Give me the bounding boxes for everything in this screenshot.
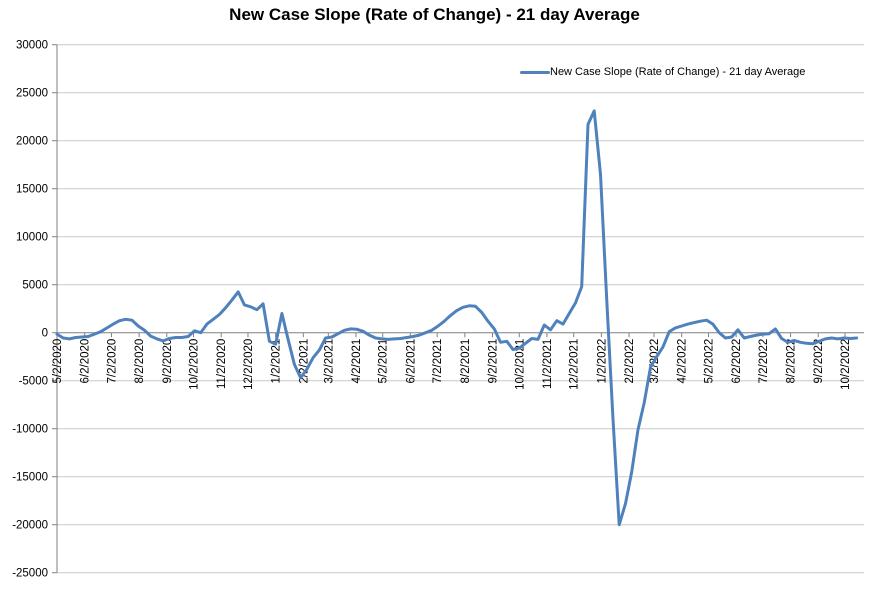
x-axis-label: 6/2/2021 [405, 339, 417, 384]
x-axis-label: 10/2/2022 [840, 339, 852, 390]
x-axis-label: 9/2/2020 [162, 339, 174, 384]
x-axis-label: 2/2/2021 [298, 339, 310, 384]
y-axis-label: 25000 [16, 88, 48, 100]
y-axis-label: 0 [42, 328, 48, 340]
series-line[interactable] [55, 109, 859, 527]
x-axis-label: 7/2/2020 [106, 339, 118, 384]
x-axis-label: 9/2/2021 [487, 339, 499, 384]
x-axis-label: 12/2/2020 [243, 339, 255, 390]
chart-legend[interactable]: New Case Slope (Rate of Change) - 21 day… [520, 64, 805, 80]
x-axis-label: 5/2/2021 [378, 339, 390, 384]
y-axis-label: 5000 [22, 280, 48, 292]
y-axis-label: -5000 [19, 376, 48, 388]
x-axis-label: 11/2/2020 [216, 339, 228, 389]
y-axis-label: 30000 [16, 40, 48, 52]
x-axis-label: 5/2/2020 [52, 339, 64, 384]
y-axis-label: -25000 [12, 568, 48, 580]
y-axis-label: -20000 [12, 520, 48, 532]
legend-line-icon [520, 70, 550, 74]
x-axis-label: 10/2/2021 [514, 339, 526, 390]
x-axis-label: 2/2/2022 [624, 339, 636, 384]
x-axis-label: 6/2/2022 [731, 339, 743, 384]
x-axis-label: 1/2/2022 [596, 339, 608, 384]
y-axis-label: 15000 [16, 184, 48, 196]
y-axis-label: 10000 [16, 232, 48, 244]
x-axis-label: 8/2/2022 [786, 339, 798, 384]
x-axis-label: 12/2/2021 [569, 339, 581, 390]
x-axis-label: 3/2/2021 [323, 339, 335, 384]
y-axis-label: -10000 [12, 424, 48, 436]
x-axis-label: 6/2/2020 [80, 339, 92, 384]
x-axis-label: 11/2/2021 [542, 339, 554, 389]
x-axis-label: 1/2/2021 [271, 339, 283, 384]
x-axis-label: 7/2/2021 [432, 339, 444, 384]
x-axis-label: 4/2/2021 [351, 339, 363, 384]
x-axis-label: 7/2/2022 [758, 339, 770, 384]
y-axis-label: -15000 [12, 472, 48, 484]
x-axis-label: 9/2/2022 [813, 339, 825, 384]
x-axis-label: 8/2/2021 [460, 339, 472, 384]
legend-label: New Case Slope (Rate of Change) - 21 day… [550, 66, 806, 78]
chart-title: New Case Slope (Rate of Change) - 21 day… [229, 5, 640, 24]
x-axis-label: 4/2/2022 [677, 339, 689, 384]
y-axis-label: 20000 [16, 136, 48, 148]
x-axis-label: 8/2/2020 [134, 339, 146, 384]
x-axis-label: 5/2/2022 [703, 339, 715, 384]
x-axis-label: 10/2/2020 [189, 339, 201, 390]
